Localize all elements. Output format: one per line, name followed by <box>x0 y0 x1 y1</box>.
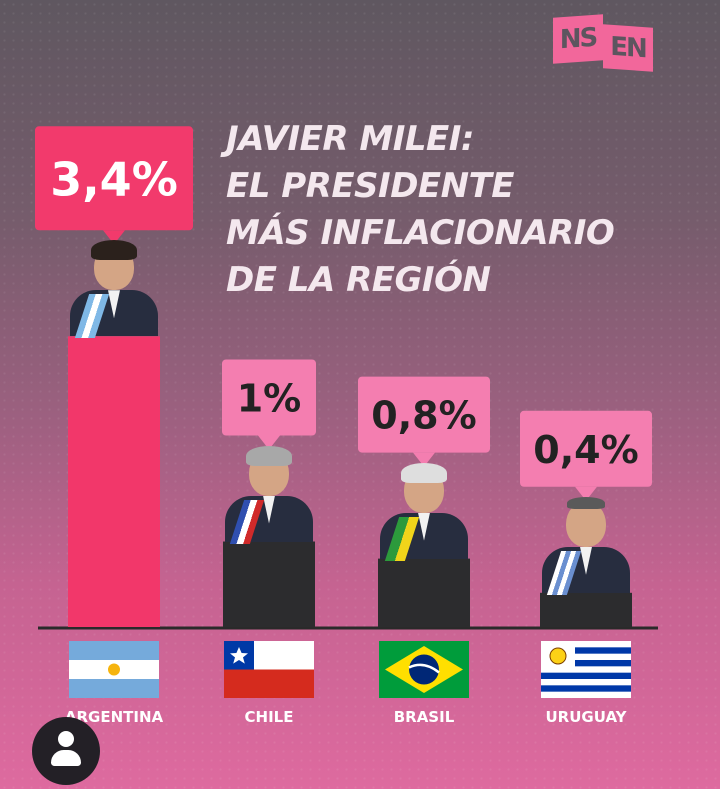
portrait-hair <box>567 496 605 509</box>
data-label: 0,4% <box>533 428 638 472</box>
title-line: JAVIER MILEI: <box>226 119 475 159</box>
category-label: CHILE <box>245 708 294 726</box>
avatar-body <box>51 750 81 766</box>
portrait-hair <box>91 240 137 261</box>
title-line: MÁS INFLACIONARIO <box>226 213 615 253</box>
bar <box>540 592 632 627</box>
data-label-box <box>222 359 316 436</box>
data-label-pointer <box>413 452 435 467</box>
data-label-box <box>520 410 652 487</box>
category-label: BRASIL <box>394 708 455 726</box>
title-line: EL PRESIDENTE <box>226 166 515 206</box>
president-portrait <box>219 445 319 544</box>
argentina-flag <box>69 641 159 698</box>
category-label: URUGUAY <box>546 708 628 726</box>
portrait-hair <box>246 445 292 466</box>
president-portrait <box>374 462 474 561</box>
data-label-pointer <box>575 486 597 501</box>
bar <box>378 558 470 627</box>
brasil-flag <box>379 641 469 698</box>
data-label-box <box>358 376 490 453</box>
president-portrait <box>536 496 636 595</box>
title-line: DE LA REGIÓN <box>226 260 491 300</box>
data-label: 1% <box>237 377 302 421</box>
president-portrait <box>64 240 164 339</box>
profile-avatar-icon[interactable] <box>32 717 100 785</box>
data-label: 0,8% <box>371 394 476 438</box>
data-label-box <box>35 126 193 231</box>
avatar-head <box>58 731 74 747</box>
uruguay-flag <box>541 641 631 698</box>
data-label-pointer <box>103 230 125 245</box>
bar <box>223 541 315 627</box>
data-label-pointer <box>258 435 280 450</box>
chart-title: JAVIER MILEI: EL PRESIDENTE MÁS INFLACIO… <box>226 116 666 304</box>
category-label: ARGENTINA <box>65 708 164 726</box>
data-label: 3,4% <box>50 152 178 206</box>
portrait-hair <box>401 462 447 483</box>
bar <box>68 336 160 627</box>
chile-flag <box>224 641 314 698</box>
